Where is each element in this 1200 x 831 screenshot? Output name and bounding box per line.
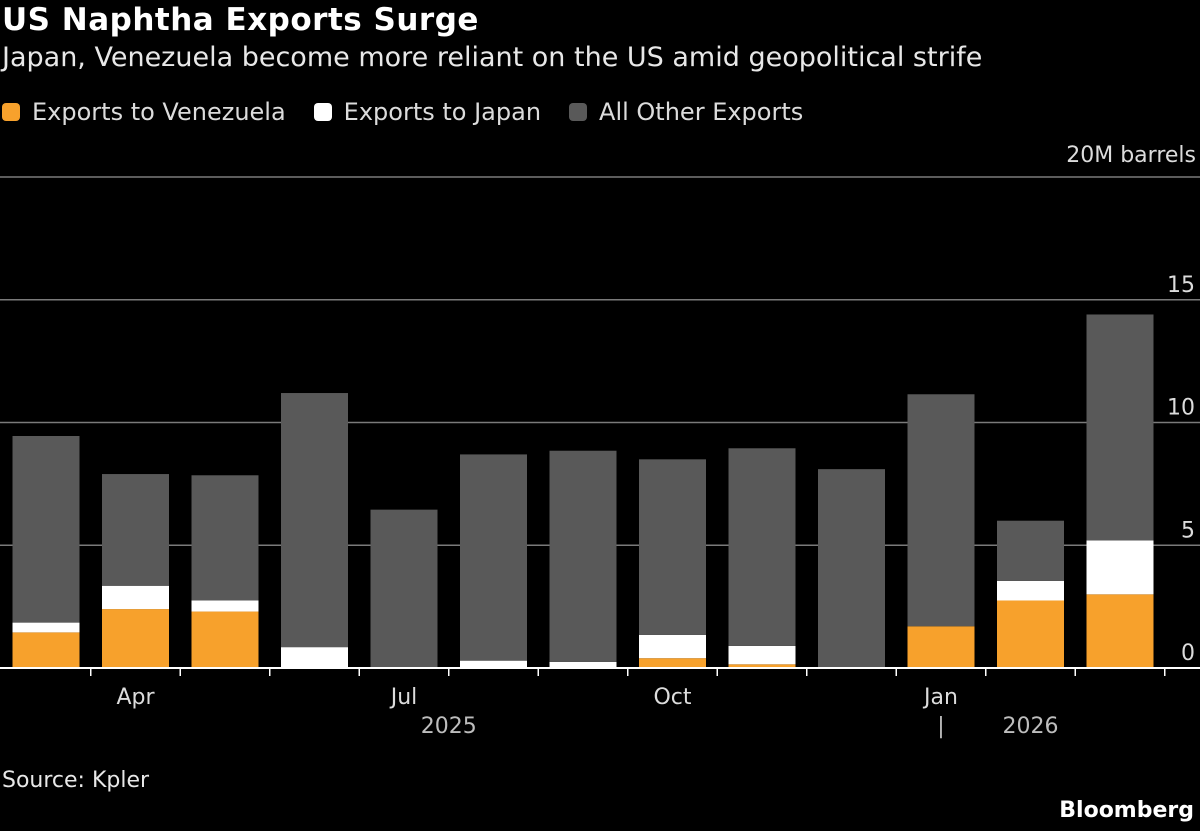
legend-swatch-japan (313, 103, 332, 121)
bar-segment-japan (281, 647, 348, 668)
bar-segment-japan (728, 645, 796, 665)
x-tick-label: Jul (389, 685, 418, 710)
bar-segment-venezuela (102, 609, 169, 668)
bar-segment-other (907, 394, 975, 627)
bar-segment-other (460, 454, 527, 661)
bar-segment-japan (12, 622, 80, 633)
bar-segment-venezuela (728, 664, 796, 668)
year-label: 2026 (1003, 714, 1059, 739)
bar-segment-other (997, 520, 1064, 581)
bar-segment-venezuela (191, 611, 259, 668)
legend-label-venezuela: Exports to Venezuela (32, 98, 286, 126)
y-tick-label: 10 (1167, 396, 1195, 421)
legend-label-japan: Exports to Japan (343, 98, 542, 126)
bar-segment-other (1086, 314, 1154, 541)
bar-segment-venezuela (907, 626, 975, 668)
legend-item-japan: Exports to Japan (313, 98, 542, 126)
y-tick-label: 0 (1181, 641, 1195, 666)
bar-segment-japan (1086, 540, 1154, 595)
bar-segment-japan (549, 661, 617, 668)
bar-segment-other (639, 459, 706, 635)
year-divider: | (937, 714, 944, 739)
chart-title: US Naphtha Exports Surge (2, 2, 479, 38)
y-axis-unit-label: 20M barrels (1066, 143, 1196, 168)
bar-segment-other (818, 469, 885, 668)
bar-segment-japan (639, 634, 706, 659)
bar-segment-japan (460, 660, 527, 668)
legend-swatch-other (569, 103, 588, 121)
bar-segment-japan (102, 585, 169, 610)
bar-segment-japan (997, 580, 1064, 601)
legend-label-other: All Other Exports (599, 98, 804, 126)
bar-segment-other (12, 436, 80, 623)
legend-item-venezuela: Exports to Venezuela (2, 98, 286, 126)
bar-segment-other (370, 509, 438, 668)
legend-item-other: All Other Exports (569, 98, 803, 126)
bar-segment-other (191, 475, 259, 601)
bloomberg-logo: Bloomberg (1059, 798, 1194, 823)
source-note: Source: Kpler (2, 768, 150, 793)
bar-segment-venezuela (1086, 594, 1154, 668)
y-tick-label: 5 (1181, 518, 1195, 543)
bar-segment-venezuela (12, 632, 80, 668)
legend-swatch-venezuela (2, 103, 20, 121)
bar-segment-other (102, 474, 169, 586)
y-tick-label: 15 (1167, 273, 1195, 298)
year-label: 2025 (421, 714, 477, 739)
x-tick-label: Oct (653, 685, 691, 710)
bar-segment-other (281, 393, 348, 648)
bar-segment-other (728, 448, 796, 646)
bar-segment-japan (191, 600, 259, 612)
legend: Exports to Venezuela Exports to Japan Al… (2, 98, 831, 126)
x-tick-label: Jan (922, 685, 958, 710)
x-tick-label: Apr (116, 685, 155, 710)
bar-segment-other (549, 450, 617, 662)
bar-segment-venezuela (639, 658, 706, 668)
bar-segment-venezuela (997, 600, 1064, 668)
chart-subtitle: Japan, Venezuela become more reliant on … (2, 42, 983, 73)
